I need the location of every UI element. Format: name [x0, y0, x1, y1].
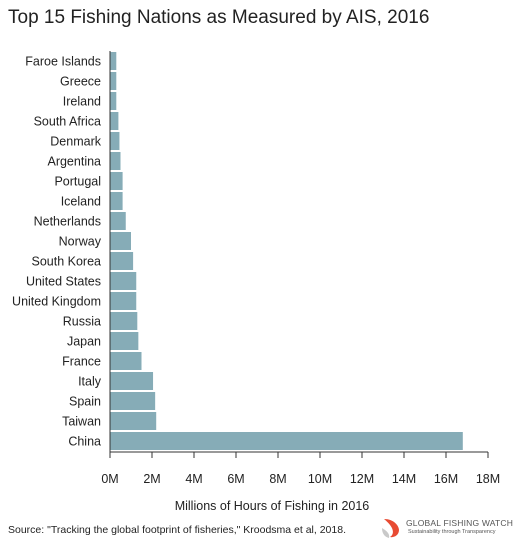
bar-netherlands	[110, 212, 126, 230]
bar-norway	[110, 232, 131, 250]
fish-logo-icon	[382, 519, 399, 538]
bar-iceland	[110, 192, 123, 210]
bar-united-states	[110, 272, 137, 290]
bar-denmark	[110, 132, 120, 150]
category-label: Denmark	[50, 135, 101, 149]
category-label: South Korea	[32, 255, 102, 269]
logo-name: GLOBAL FISHING WATCH	[406, 518, 514, 528]
category-label: Ireland	[63, 95, 101, 109]
bar-italy	[110, 372, 154, 390]
category-label: South Africa	[34, 115, 101, 129]
category-label: Taiwan	[62, 415, 101, 429]
category-label: United States	[26, 275, 101, 289]
bar-taiwan	[110, 412, 157, 430]
bar-greece	[110, 72, 117, 90]
bar-faroe-islands	[110, 52, 117, 70]
source-note: Source: "Tracking the global footprint o…	[8, 524, 346, 536]
x-tick-label: 12M	[350, 472, 374, 486]
category-label: United Kingdom	[12, 295, 101, 309]
global-fishing-watch-logo: GLOBAL FISHING WATCH Sustainability thro…	[378, 516, 514, 540]
bar-russia	[110, 312, 138, 330]
x-tick-label: 8M	[269, 472, 286, 486]
category-label: Norway	[59, 235, 102, 249]
bar-france	[110, 352, 142, 370]
x-tick-label: 2M	[143, 472, 160, 486]
bar-china	[110, 432, 463, 450]
x-tick-label: 10M	[308, 472, 332, 486]
x-tick-label: 14M	[392, 472, 416, 486]
category-labels: Faroe Islands Greece Ireland South Africa De…	[12, 55, 102, 449]
x-tick-label: 16M	[434, 472, 458, 486]
chart-title: Top 15 Fishing Nations as Measured by AI…	[8, 7, 430, 28]
category-label: Japan	[67, 335, 101, 349]
x-tick-label: 4M	[185, 472, 202, 486]
category-label: Spain	[69, 395, 101, 409]
x-tick-label: 6M	[227, 472, 244, 486]
bar-japan	[110, 332, 139, 350]
bar-spain	[110, 392, 156, 410]
category-label: Portugal	[54, 175, 101, 189]
x-axis: 0M 2M 4M 6M 8M 10M 12M 14M 16M 18M	[101, 51, 500, 486]
category-label: Netherlands	[34, 215, 101, 229]
bar-portugal	[110, 172, 123, 190]
bar-ireland	[110, 92, 117, 110]
category-label: Russia	[63, 315, 101, 329]
logo-tagline: Sustainability through Transparency	[408, 529, 496, 535]
category-label: Faroe Islands	[25, 55, 101, 69]
bar-south-korea	[110, 252, 134, 270]
category-label: China	[68, 435, 101, 449]
x-axis-label: Millions of Hours of Fishing in 2016	[175, 499, 370, 513]
bar-south-africa	[110, 112, 119, 130]
category-label: France	[62, 355, 101, 369]
x-tick-label: 0M	[101, 472, 118, 486]
category-label: Italy	[78, 375, 102, 389]
category-label: Greece	[60, 75, 101, 89]
bar-united-kingdom	[110, 292, 137, 310]
x-tick-label: 18M	[476, 472, 500, 486]
category-label: Iceland	[61, 195, 101, 209]
category-label: Argentina	[47, 155, 101, 169]
bar-argentina	[110, 152, 121, 170]
bars-group	[110, 52, 463, 450]
